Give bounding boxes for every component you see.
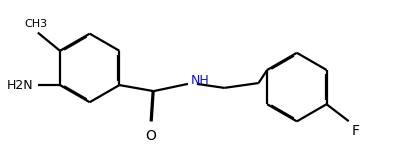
Text: H2N: H2N xyxy=(7,79,34,92)
Text: CH3: CH3 xyxy=(24,19,47,29)
Text: F: F xyxy=(351,124,359,138)
Text: O: O xyxy=(145,129,156,143)
Text: NH: NH xyxy=(190,74,209,87)
